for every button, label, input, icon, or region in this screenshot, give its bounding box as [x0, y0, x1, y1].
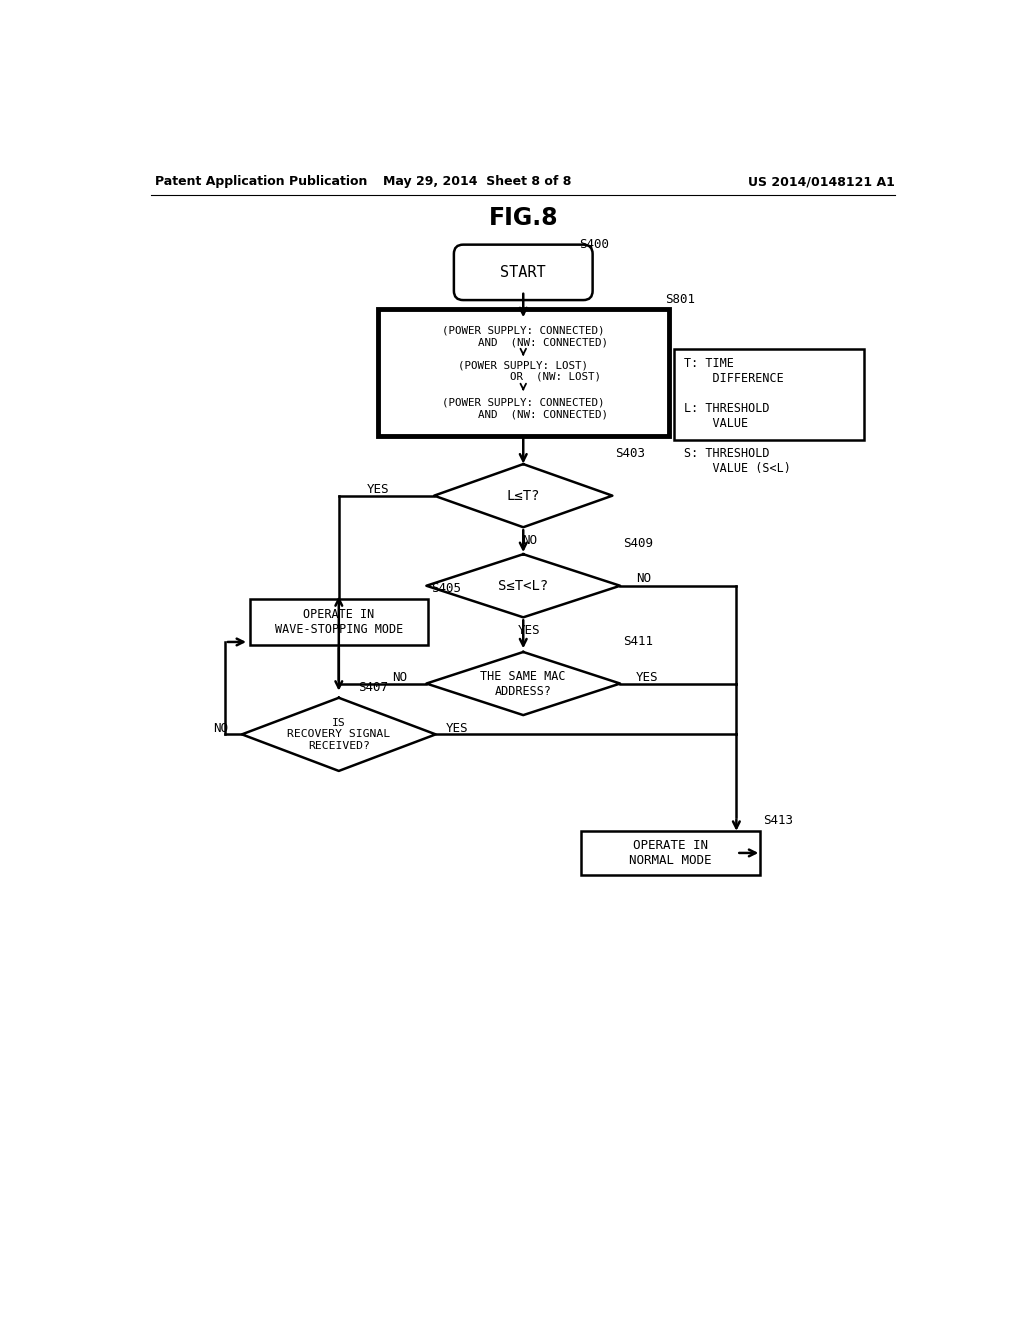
Text: NO: NO	[392, 671, 407, 684]
Text: YES: YES	[446, 722, 469, 735]
Text: US 2014/0148121 A1: US 2014/0148121 A1	[749, 176, 895, 189]
Text: IS
RECOVERY SIGNAL
RECEIVED?: IS RECOVERY SIGNAL RECEIVED?	[288, 718, 390, 751]
Text: S411: S411	[624, 635, 653, 648]
Bar	[675, 350, 864, 441]
Text: (POWER SUPPLY: LOST)
          OR  (NW: LOST): (POWER SUPPLY: LOST) OR (NW: LOST)	[445, 360, 601, 381]
Text: OPERATE IN
WAVE-STOPPING MODE: OPERATE IN WAVE-STOPPING MODE	[274, 609, 402, 636]
Text: YES: YES	[636, 671, 658, 684]
Text: S≤T<L?: S≤T<L?	[498, 578, 549, 593]
Text: YES: YES	[367, 483, 389, 496]
Text: S403: S403	[615, 447, 645, 461]
Bar	[378, 309, 669, 436]
Bar	[582, 830, 760, 875]
Text: THE SAME MAC
ADDRESS?: THE SAME MAC ADDRESS?	[480, 669, 566, 697]
Text: May 29, 2014  Sheet 8 of 8: May 29, 2014 Sheet 8 of 8	[383, 176, 571, 189]
Text: FIG.8: FIG.8	[488, 206, 558, 231]
Text: (POWER SUPPLY: CONNECTED)
      AND  (NW: CONNECTED): (POWER SUPPLY: CONNECTED) AND (NW: CONNE…	[438, 397, 608, 420]
Text: S413: S413	[763, 813, 793, 826]
Bar	[250, 599, 428, 645]
Text: NO: NO	[213, 722, 227, 735]
FancyBboxPatch shape	[454, 244, 593, 300]
Text: L≤T?: L≤T?	[507, 488, 540, 503]
Text: NO: NO	[636, 572, 651, 585]
Text: OPERATE IN
NORMAL MODE: OPERATE IN NORMAL MODE	[630, 840, 712, 867]
Text: T: TIME
    DIFFERENCE

L: THRESHOLD
    VALUE

S: THRESHOLD
    VALUE (S<L): T: TIME DIFFERENCE L: THRESHOLD VALUE S:…	[684, 358, 791, 475]
Text: Patent Application Publication: Patent Application Publication	[155, 176, 368, 189]
Text: YES: YES	[518, 624, 541, 638]
Text: S407: S407	[358, 681, 388, 694]
Text: S409: S409	[624, 537, 653, 550]
Text: NO: NO	[522, 533, 537, 546]
Text: (POWER SUPPLY: CONNECTED)
      AND  (NW: CONNECTED): (POWER SUPPLY: CONNECTED) AND (NW: CONNE…	[438, 326, 608, 347]
Text: S801: S801	[665, 293, 694, 306]
Text: START: START	[501, 265, 546, 280]
Text: S405: S405	[431, 582, 461, 595]
Text: S400: S400	[580, 238, 609, 251]
